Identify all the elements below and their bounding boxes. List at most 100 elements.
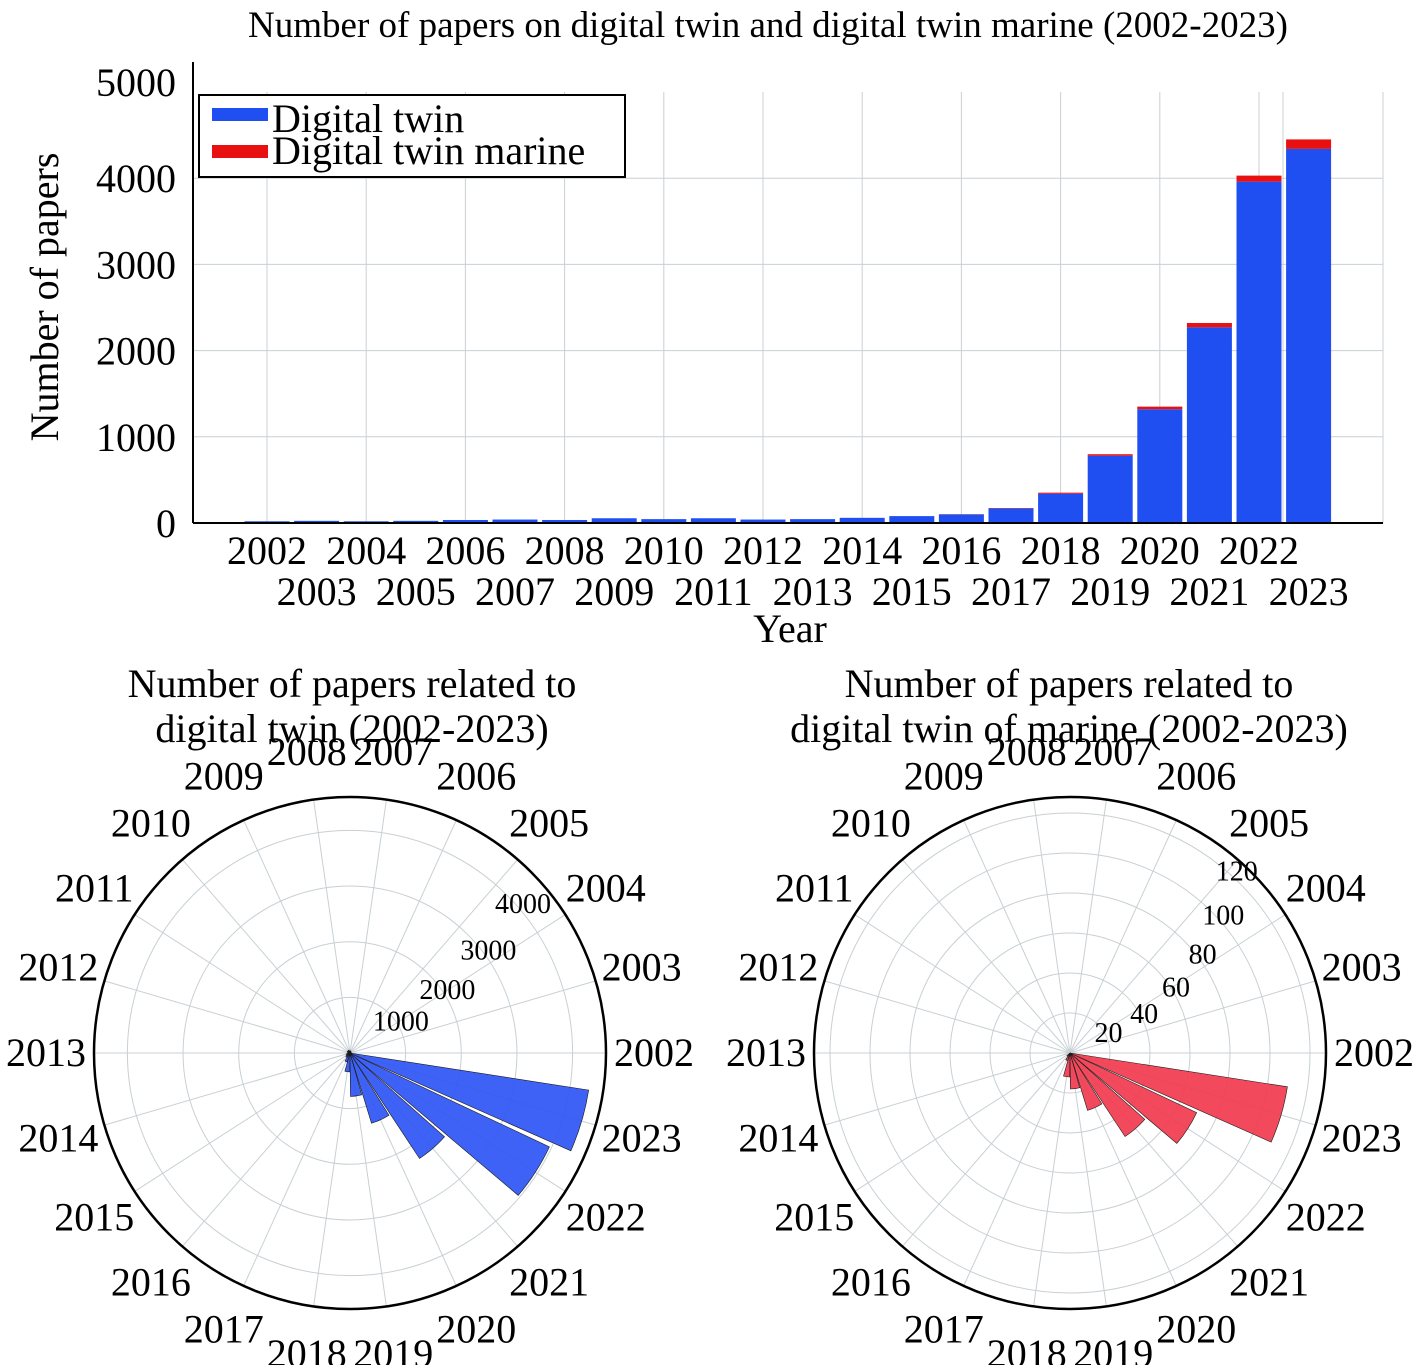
bar-digital-twin bbox=[641, 519, 687, 523]
polar-radial-tick-label: 1000 bbox=[373, 1006, 429, 1037]
polar-spoke bbox=[824, 1052, 1071, 1126]
legend: Digital twin Digital twin marine bbox=[198, 94, 626, 178]
polar-spoke bbox=[1033, 799, 1071, 1054]
polar-angle-label: 2018 bbox=[267, 1331, 347, 1365]
bar-digital-twin bbox=[492, 519, 538, 523]
x-tick-label: 2004 bbox=[326, 528, 406, 573]
x-tick-label: 2013 bbox=[773, 569, 853, 614]
x-tick-label: 2016 bbox=[921, 528, 1001, 573]
bar-axes bbox=[192, 62, 1383, 524]
bar-x-tick-labels: 2002200320042005200620072008200920102011… bbox=[227, 528, 1349, 614]
polar-angle-label: 2020 bbox=[1156, 1307, 1236, 1352]
legend-box bbox=[198, 94, 626, 178]
legend-swatch-digital-twin bbox=[212, 108, 268, 121]
polar-angle-label: 2015 bbox=[54, 1194, 134, 1239]
polar-radial-tick-label: 4000 bbox=[495, 889, 551, 920]
bar-digital-twin bbox=[1038, 493, 1084, 523]
polar-spoke bbox=[134, 1052, 351, 1192]
polar-angle-label: 2007 bbox=[353, 729, 433, 774]
bar-digital-twin bbox=[393, 520, 439, 523]
polar-radial-tick-label: 100 bbox=[1202, 900, 1244, 931]
polar-angle-label: 2012 bbox=[738, 944, 818, 989]
polar-angle-label: 2009 bbox=[904, 753, 984, 798]
x-tick-label: 2021 bbox=[1169, 569, 1249, 614]
polar-bar bbox=[1063, 1052, 1071, 1078]
x-tick-label: 2019 bbox=[1070, 569, 1150, 614]
polar-chart-digital-twin: Number of papers related to digital twin… bbox=[6, 661, 694, 1365]
polar-angle-label: 2005 bbox=[509, 800, 589, 845]
polar-spoke bbox=[313, 799, 351, 1054]
polar-angle-label: 2016 bbox=[111, 1260, 191, 1305]
polar-left-title-line1: Number of papers related to bbox=[128, 661, 577, 706]
polar-angle-label: 2004 bbox=[1286, 866, 1366, 911]
polar-bar bbox=[1069, 1052, 1103, 1111]
x-tick-label: 2002 bbox=[227, 528, 307, 573]
bar-digital-twin bbox=[988, 508, 1034, 523]
polar-angle-label: 2021 bbox=[509, 1260, 589, 1305]
legend-label-digital-twin-marine: Digital twin marine bbox=[272, 128, 585, 173]
x-tick-label: 2014 bbox=[822, 528, 902, 573]
polar-right-title-line1: Number of papers related to bbox=[845, 661, 1294, 706]
polar-angle-label: 2016 bbox=[831, 1260, 911, 1305]
x-tick-label: 2007 bbox=[475, 569, 555, 614]
polar-spoke bbox=[1069, 1052, 1107, 1307]
polar-spoke bbox=[854, 1052, 1071, 1192]
polar-spoke bbox=[901, 1052, 1071, 1247]
polar-angle-label: 2023 bbox=[1322, 1116, 1402, 1161]
x-tick-label: 2006 bbox=[425, 528, 505, 573]
y-tick-label: 2000 bbox=[96, 329, 176, 374]
polar-angle-label: 2010 bbox=[111, 800, 191, 845]
polar-radial-tick-label: 40 bbox=[1130, 999, 1158, 1030]
x-tick-label: 2020 bbox=[1120, 528, 1200, 573]
polar-spoke bbox=[824, 980, 1071, 1054]
bar-digital-twin-marine bbox=[1186, 323, 1232, 328]
polar-radial-tick-label: 60 bbox=[1162, 973, 1190, 1004]
bar-digital-twin bbox=[740, 519, 786, 523]
polar-angle-label: 2011 bbox=[55, 866, 134, 911]
polar-angle-label: 2005 bbox=[1229, 800, 1309, 845]
polar-angle-label: 2014 bbox=[738, 1116, 818, 1161]
bar-digital-twin bbox=[442, 519, 488, 523]
y-tick-label: 0 bbox=[156, 501, 176, 546]
polar-spoke bbox=[1069, 819, 1177, 1054]
bar-y-tick-labels: 0 1000 2000 3000 4000 5000 bbox=[96, 60, 176, 546]
polar-angle-label: 2013 bbox=[726, 1030, 806, 1075]
x-tick-label: 2018 bbox=[1021, 528, 1101, 573]
polar-angle-label: 2003 bbox=[1322, 944, 1402, 989]
polar-angle-label: 2015 bbox=[774, 1194, 854, 1239]
polar-right-plot: 2040608010012020022003200420052006200720… bbox=[726, 729, 1414, 1365]
polar-outer-circle bbox=[92, 795, 608, 1311]
polar-spoke bbox=[243, 1052, 351, 1287]
x-tick-label: 2005 bbox=[376, 569, 456, 614]
polar-angle-label: 2006 bbox=[436, 753, 516, 798]
bar-digital-twin-marine bbox=[1137, 406, 1183, 410]
polar-bar bbox=[349, 1052, 445, 1159]
polar-radial-tick-label: 80 bbox=[1189, 940, 1217, 971]
bar-chart-title: Number of papers on digital twin and dig… bbox=[248, 5, 1288, 46]
polar-spoke bbox=[1069, 980, 1316, 1054]
polar-angle-label: 2019 bbox=[1073, 1331, 1153, 1365]
polar-angle-label: 2019 bbox=[353, 1331, 433, 1365]
y-tick-label: 4000 bbox=[96, 156, 176, 201]
y-tick-label: 3000 bbox=[96, 242, 176, 287]
polar-angle-label: 2022 bbox=[1286, 1194, 1366, 1239]
polar-angle-label: 2023 bbox=[602, 1116, 682, 1161]
polar-angle-label: 2009 bbox=[184, 753, 264, 798]
bar-digital-twin bbox=[889, 516, 935, 523]
polar-spoke bbox=[349, 980, 596, 1054]
bar-marks bbox=[244, 139, 1332, 523]
bar-chart-ylabel: Number of papers bbox=[22, 153, 67, 442]
polar-spoke bbox=[1033, 1052, 1071, 1307]
polar-spoke bbox=[963, 1052, 1071, 1287]
polar-angle-label: 2002 bbox=[614, 1030, 694, 1075]
polar-spoke bbox=[181, 859, 351, 1054]
polar-spoke bbox=[181, 1052, 351, 1247]
polar-spoke bbox=[1069, 799, 1107, 1054]
x-tick-label: 2012 bbox=[723, 528, 803, 573]
polar-spoke bbox=[1069, 914, 1286, 1054]
polar-bar bbox=[1069, 1052, 1081, 1090]
polar-left-title-line2: digital twin (2002-2023) bbox=[155, 706, 548, 751]
bar-digital-twin bbox=[1087, 455, 1133, 523]
polar-angle-label: 2014 bbox=[18, 1116, 98, 1161]
